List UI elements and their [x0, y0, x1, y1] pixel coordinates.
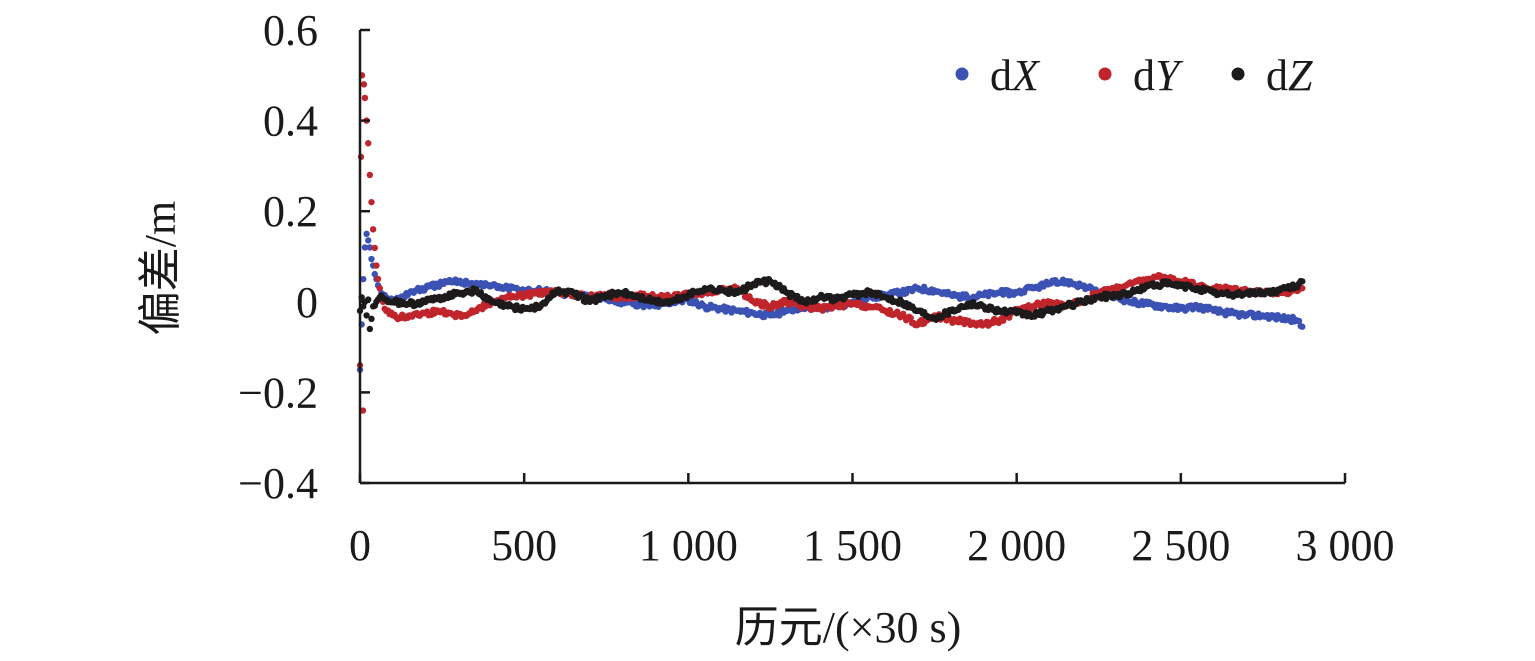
y-tick-label: 0: [296, 278, 318, 327]
series-dZ: [356, 276, 1306, 333]
data-point: [1000, 317, 1007, 324]
data-point: [359, 407, 367, 414]
legend-label: dZ: [1266, 51, 1313, 100]
data-point: [366, 325, 374, 333]
y-tick-label: 0.6: [263, 6, 318, 55]
data-point: [363, 312, 370, 319]
data-point: [374, 275, 382, 283]
data-point: [1299, 278, 1306, 285]
legend-label: dY: [1133, 51, 1184, 100]
data-point: [368, 255, 375, 263]
series-dY: [356, 72, 1306, 414]
data-point: [371, 270, 378, 278]
data-point: [369, 226, 377, 233]
y-tick-label: 0.4: [263, 97, 318, 146]
x-tick-label: 1 500: [803, 521, 902, 570]
plot-marks: [356, 72, 1306, 414]
y-axis-ticks: 0.6 0.4 0.2 0 −0.2 −0.4: [238, 6, 370, 508]
x-axis-title: 历元/(×30 s): [735, 603, 961, 652]
y-axis-title: 偏差/m: [136, 201, 185, 335]
x-tick-label: 3 000: [1296, 521, 1395, 570]
data-point: [365, 237, 372, 244]
legend-marker: [955, 67, 969, 81]
x-tick-label: 0: [349, 521, 371, 570]
data-point: [376, 285, 383, 292]
legend-item-dX: dX: [955, 51, 1041, 100]
legend-item-dZ: dZ: [1231, 51, 1313, 100]
data-point: [361, 94, 369, 102]
legend-label: dX: [990, 51, 1041, 100]
data-point: [1299, 285, 1306, 292]
x-tick-label: 1 000: [639, 521, 738, 570]
data-point: [366, 171, 374, 179]
data-point: [363, 230, 370, 238]
y-tick-label: −0.4: [238, 459, 318, 508]
legend-marker: [1231, 67, 1245, 81]
y-tick-label: −0.2: [238, 368, 318, 417]
x-tick-label: 2 500: [1131, 521, 1230, 570]
legend-item-dY: dY: [1098, 51, 1184, 100]
data-point: [366, 244, 374, 251]
data-point: [373, 262, 380, 269]
x-axis-ticks: 0 500 1 000 1 500 2 000 2 500 3 000: [349, 473, 1395, 570]
data-point: [1299, 323, 1306, 330]
x-tick-label: 2 000: [967, 521, 1066, 570]
data-point: [371, 244, 378, 252]
data-point: [368, 198, 375, 206]
data-point: [368, 315, 375, 323]
data-point: [361, 244, 369, 251]
data-point: [907, 314, 914, 322]
data-point: [365, 140, 372, 147]
legend: dX dY dZ: [955, 51, 1313, 100]
x-tick-label: 500: [491, 521, 557, 570]
legend-marker: [1098, 67, 1112, 81]
data-point: [360, 275, 367, 283]
data-point: [360, 81, 368, 88]
data-point: [1295, 317, 1303, 325]
y-tick-label: 0.2: [263, 187, 318, 236]
